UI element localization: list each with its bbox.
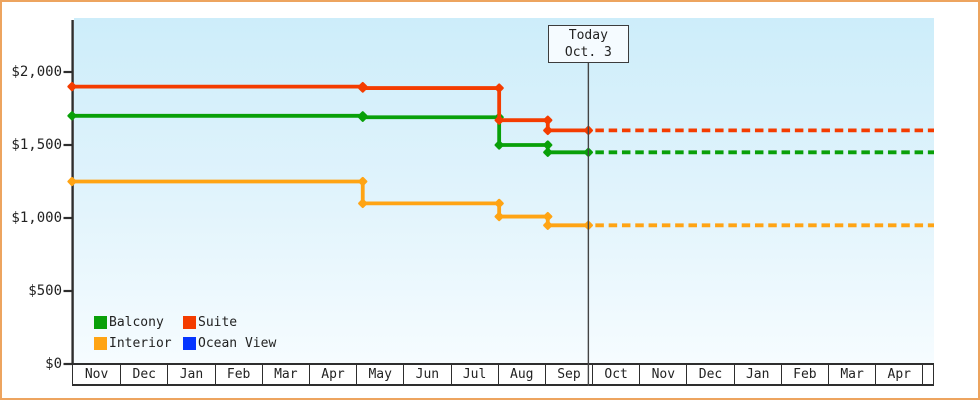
today-marker-box: Today Oct. 3 <box>547 25 629 63</box>
legend-label: Balcony <box>109 315 164 330</box>
y-axis-label: $1,500 <box>11 137 62 153</box>
y-axis-tick <box>63 143 73 147</box>
y-axis-tick <box>63 362 73 366</box>
price-point-markers <box>67 176 593 230</box>
legend-label: Interior <box>109 336 172 351</box>
month-cell: Jun <box>403 365 450 384</box>
month-cell: Dec <box>120 365 167 384</box>
price-line-interior <box>72 179 589 228</box>
month-cell-empty <box>922 365 933 384</box>
y-axis-tick <box>63 216 73 220</box>
price-point-markers <box>67 111 593 157</box>
legend-item-suite: Suite <box>183 315 276 330</box>
price-point-markers <box>67 82 593 135</box>
month-cell: Feb <box>780 365 828 384</box>
legend-label: Ocean View <box>198 336 277 351</box>
y-axis-label: $0 <box>45 356 62 372</box>
month-cell: Sep <box>544 365 592 384</box>
month-cell: May <box>356 365 403 384</box>
month-cell: Nov <box>84 367 109 382</box>
x-axis-month-strip: Nov Dec Jan Feb Mar Apr May Jun Jul Aug Sep Oct Nov D… <box>72 363 934 386</box>
legend-swatch-icon <box>94 337 107 350</box>
month-cell: Jan <box>733 365 781 384</box>
legend-swatch-icon <box>183 316 196 329</box>
month-cell: Apr <box>875 365 922 384</box>
month-cell: Nov <box>639 365 686 384</box>
month-cell: Feb <box>214 365 262 384</box>
y-axis-line <box>71 20 74 364</box>
y-axis-tick <box>63 70 73 74</box>
y-axis-label: $2,000 <box>11 64 62 80</box>
y-axis-label: $1,000 <box>11 210 62 226</box>
month-cell: Oct <box>592 365 639 384</box>
plot-area <box>74 18 934 363</box>
legend-swatch-icon <box>94 316 107 329</box>
legend-item-balcony: Balcony <box>94 315 183 330</box>
today-label: Today <box>568 28 608 43</box>
month-cell: Jan <box>167 365 214 384</box>
month-cell: Dec <box>686 365 733 384</box>
month-cell: Jul <box>450 365 498 384</box>
today-date: Oct. 3 <box>564 45 612 60</box>
y-axis-tick <box>63 289 73 293</box>
legend-swatch-icon <box>183 337 196 350</box>
legend: Balcony Suite Interior Ocean View <box>94 312 276 354</box>
month-cell: Apr <box>308 365 356 384</box>
y-axis-label: $500 <box>28 283 62 299</box>
price-line-suite <box>72 84 589 133</box>
month-cell: Mar <box>261 365 309 384</box>
month-cell: Aug <box>497 365 545 384</box>
legend-item-interior: Interior <box>94 336 183 351</box>
month-cell: Mar <box>828 365 875 384</box>
legend-item-ocean-view: Ocean View <box>183 336 276 351</box>
legend-label: Suite <box>198 315 238 330</box>
